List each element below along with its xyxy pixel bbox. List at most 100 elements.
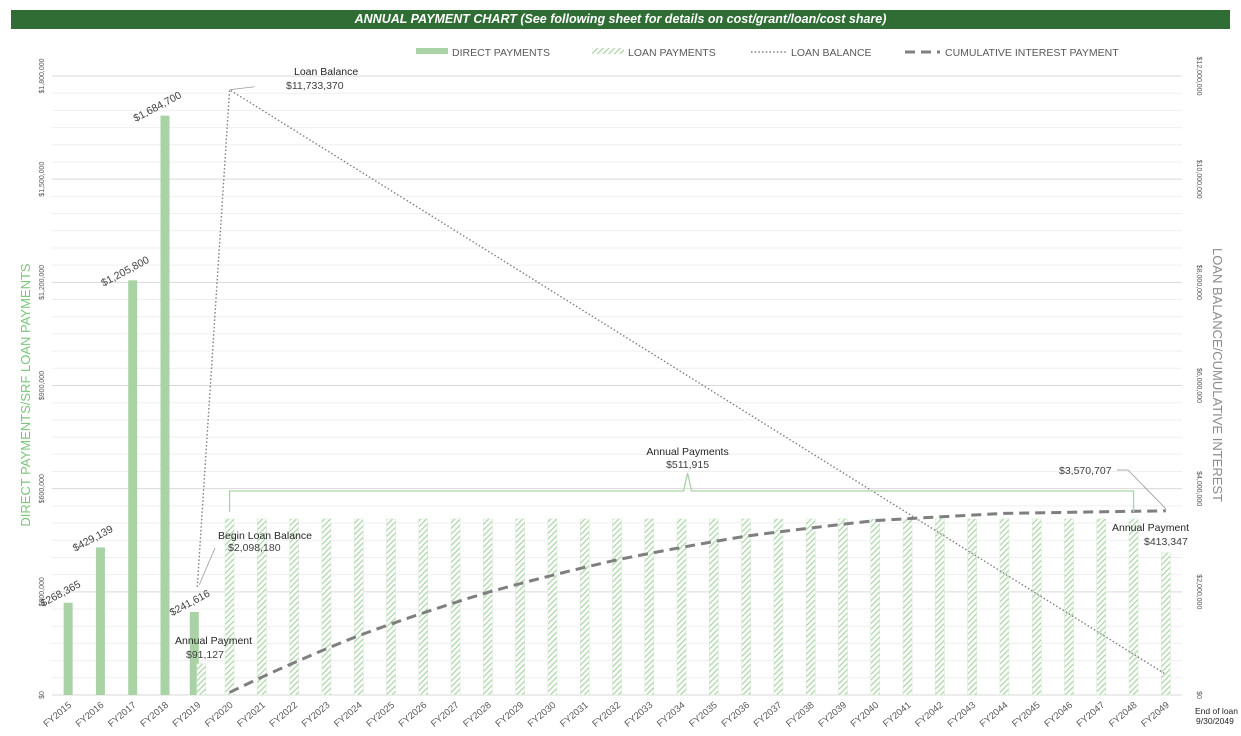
x-tick-label: FY2036	[720, 700, 753, 730]
begin-balance-annotation-value: $2,098,180	[228, 542, 281, 554]
x-tick-label: FY2019	[171, 700, 204, 730]
loan-payment-bar	[257, 518, 267, 696]
left-tick-label: $1,500,000	[39, 162, 46, 197]
right-tick-label: $0	[1195, 691, 1202, 699]
loan-payment-bar	[870, 518, 881, 696]
x-tick-label: FY2044	[978, 700, 1011, 730]
loan-payment-bar	[450, 518, 461, 696]
x-tick-label: FY2043	[946, 700, 979, 730]
loan-payment-bar	[676, 518, 687, 696]
loan-payment-bar	[1128, 518, 1139, 696]
x-tick-label: FY2048	[1107, 700, 1140, 730]
loan-payment-bar	[483, 518, 493, 696]
annual-payments-annotation-value: $511,915	[666, 459, 709, 471]
loan-payment-bar	[547, 518, 558, 696]
loan-balance-leader	[229, 86, 255, 91]
x-tick-label: FY2031	[558, 700, 591, 730]
direct-payment-bar	[128, 280, 138, 695]
loan-balance-annotation-label: Loan Balance	[294, 66, 358, 78]
interest-total-annotation: $3,570,707	[1059, 465, 1112, 477]
x-tick-label: FY2030	[526, 700, 559, 730]
direct-payment-bar	[95, 547, 105, 695]
x-tick-label: FY2042	[913, 700, 946, 730]
x-tick-label: FY2028	[461, 700, 494, 730]
x-tick-label: FY2022	[268, 700, 301, 730]
right-tick-label: $4,000,000	[1195, 471, 1202, 506]
end-of-loan-label: End of loan	[1195, 706, 1238, 716]
loan-payment-bar	[644, 518, 655, 696]
loan-payment-bar	[1064, 518, 1074, 696]
loan-payment-bar	[418, 518, 429, 696]
left-tick-label: $1,800,000	[39, 58, 46, 93]
x-tick-label: FY2040	[849, 700, 882, 730]
x-tick-label: FY2021	[235, 700, 268, 730]
x-tick-label: FY2015	[42, 700, 75, 730]
right-tick-label: $2,000,000	[1195, 574, 1202, 609]
right-tick-label: $8,000,000	[1195, 265, 1202, 300]
x-tick-label: FY2045	[1010, 700, 1043, 730]
interest-total-leader-b	[1127, 469, 1167, 510]
legend-balance-label: LOAN BALANCE	[791, 47, 872, 59]
x-tick-label: FY2046	[1042, 700, 1075, 730]
x-tick-label: FY2018	[138, 700, 171, 730]
loan-payment-bar	[1161, 552, 1171, 696]
x-tick-label: FY2023	[300, 700, 333, 730]
right-tick-label: $10,000,000	[1195, 160, 1202, 199]
legend-loan-swatch	[592, 48, 624, 54]
direct-payment-data-label: $429,139	[71, 523, 115, 554]
end-of-loan-date: 9/30/2049	[1196, 716, 1234, 726]
right-tick-label: $6,000,000	[1195, 368, 1202, 403]
loan-payment-bar	[741, 518, 751, 696]
legend-loan-label: LOAN PAYMENTS	[628, 47, 716, 59]
loan-payment-bar	[805, 518, 816, 696]
loan-payment-bar	[709, 518, 719, 696]
left-tick-label: $300,000	[39, 577, 46, 606]
first-payment-annotation-value: $91,127	[186, 649, 224, 661]
x-tick-label: FY2016	[74, 700, 107, 730]
x-tick-label: FY2029	[494, 700, 527, 730]
last-payment-annotation-label: Annual Payment	[1112, 522, 1189, 534]
legend-interest-label: CUMULATIVE INTEREST PAYMENT	[945, 47, 1119, 59]
direct-payment-bar	[189, 611, 199, 695]
right-axis-title: LOAN BALANCE/CUMULATIVE INTEREST	[1210, 248, 1225, 502]
right-tick-label: $12,000,000	[1195, 57, 1202, 96]
x-tick-label: FY2033	[623, 700, 656, 730]
loan-payment-bar	[999, 518, 1010, 696]
loan-balance-annotation-value: $11,733,370	[286, 80, 344, 92]
loan-payment-bar	[1096, 518, 1107, 696]
loan-payment-bar	[386, 518, 396, 696]
loan-payment-bar	[612, 518, 622, 696]
x-tick-label: FY2047	[1075, 700, 1108, 730]
last-payment-annotation-value: $413,347	[1144, 536, 1188, 548]
cumulative-interest-line	[228, 509, 1166, 694]
loan-payment-bar	[902, 518, 913, 696]
loan-payment-bar	[1031, 518, 1042, 696]
x-tick-label: FY2039	[816, 700, 849, 730]
legend-direct-swatch	[416, 48, 448, 54]
left-tick-label: $0	[39, 691, 46, 699]
x-tick-label: FY2027	[429, 700, 462, 730]
left-tick-label: $900,000	[39, 371, 46, 400]
first-payment-annotation-label: Annual Payment	[175, 635, 252, 647]
loan-payment-bar	[773, 518, 784, 696]
x-tick-label: FY2017	[106, 700, 139, 730]
x-tick-label: FY2037	[752, 700, 785, 730]
x-tick-label: FY2035	[687, 700, 720, 730]
x-tick-label: FY2020	[203, 700, 236, 730]
x-tick-label: FY2025	[364, 700, 397, 730]
direct-payment-bar	[160, 115, 170, 695]
loan-payment-bar	[935, 518, 945, 696]
left-tick-label: $1,200,000	[39, 265, 46, 300]
loan-payment-bar	[353, 518, 364, 696]
x-tick-label: FY2024	[332, 700, 365, 730]
loan-payment-bar	[579, 518, 590, 696]
legend-direct-label: DIRECT PAYMENTS	[452, 47, 550, 59]
loan-payment-bar	[196, 663, 207, 696]
loan-payment-bar	[321, 518, 332, 696]
direct-payment-bar	[63, 602, 73, 695]
loan-payment-bar	[224, 518, 235, 696]
x-tick-label: FY2032	[590, 700, 623, 730]
annual-payments-bracket	[228, 472, 1135, 512]
x-tick-label: FY2041	[881, 700, 914, 730]
